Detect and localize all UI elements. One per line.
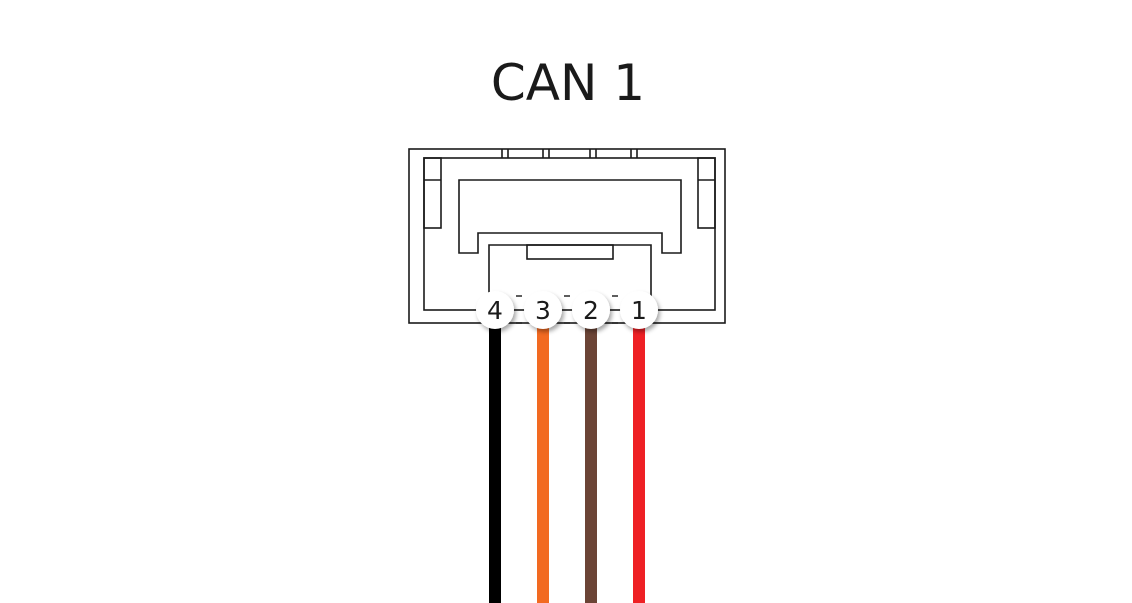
housing-inner-outline: [423, 157, 716, 311]
wire-pin-3: [537, 318, 549, 603]
diagram-title: CAN 1: [491, 54, 645, 112]
pin-group: 4 3 2 1: [476, 291, 658, 329]
key-slot: [526, 244, 614, 260]
pin-circle-2: [572, 291, 610, 329]
wire-pin-2: [585, 318, 597, 603]
pin-label-4: 4: [487, 296, 503, 325]
connector-cavity-outline: [458, 179, 682, 254]
wire-pin-4: [489, 318, 501, 603]
pin-label-1: 1: [631, 296, 647, 325]
pin-circle-1: [620, 291, 658, 329]
pin-label-3: 3: [535, 296, 551, 325]
wire-group: [489, 318, 645, 603]
wire-pin-1: [633, 318, 645, 603]
right-side-guide: [697, 157, 716, 229]
pin-circle-4: [476, 291, 514, 329]
left-side-guide: [423, 157, 442, 229]
housing-outer-outline: [408, 148, 726, 324]
connector-housing: [408, 148, 726, 324]
pin-label-2: 2: [583, 296, 599, 325]
pin-circle-3: [524, 291, 562, 329]
